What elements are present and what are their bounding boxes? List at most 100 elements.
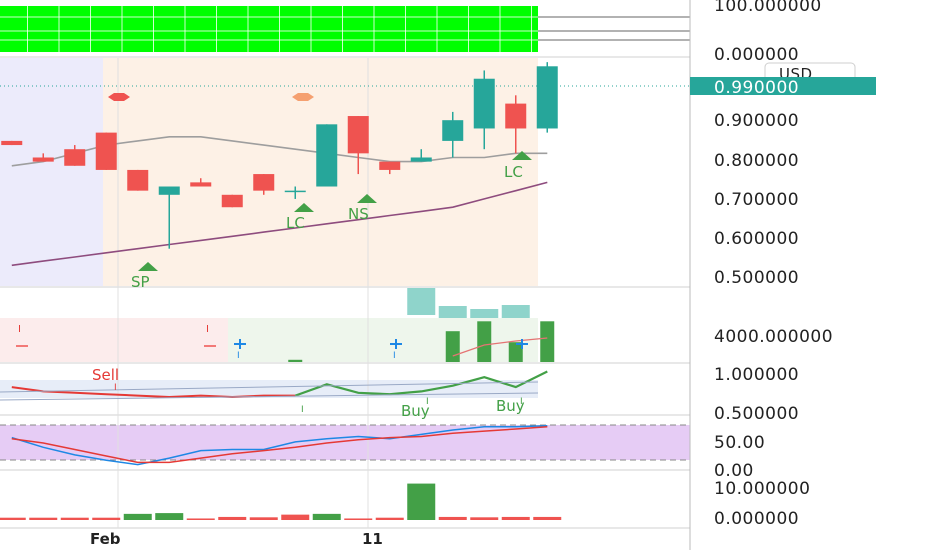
sp-triangle <box>138 262 158 271</box>
time-label-feb: Feb <box>90 530 121 548</box>
candle-body <box>442 120 464 141</box>
lc1-label: LC <box>286 214 305 232</box>
stoch-band <box>0 425 690 460</box>
candle-body <box>95 132 117 170</box>
candle-body <box>253 174 275 191</box>
lc2-label: LC <box>504 163 523 181</box>
candle-body <box>505 103 527 129</box>
tick-marker: I <box>393 351 396 361</box>
price-scale-label: 0.900000 <box>714 111 799 131</box>
sp-label: SP <box>131 273 150 291</box>
bottom-bar <box>312 513 341 520</box>
volume-bars <box>288 288 555 362</box>
volume-overlay-bar <box>501 305 530 318</box>
price-bg-blue <box>0 58 103 286</box>
top-indicator-grid <box>0 6 564 52</box>
signal-band-line <box>0 381 539 393</box>
bottom-bar <box>375 517 404 520</box>
candle-body <box>190 182 212 187</box>
candle-body <box>32 157 54 162</box>
volume-overlay-bar <box>407 288 436 315</box>
volume-bar <box>477 321 492 362</box>
candles <box>1 62 558 249</box>
volume-bar <box>508 342 523 362</box>
volume-scale-label: 4000.000000 <box>714 327 833 347</box>
candle-body <box>127 169 149 191</box>
signal-scale-label: 0.500000 <box>714 404 799 424</box>
tick-marker: I <box>237 351 240 361</box>
bottom-bar <box>123 513 152 520</box>
stoch-scale-label: 50.00 <box>714 433 765 453</box>
volume-bar <box>288 359 303 362</box>
top-scale-label-100: 100.000000 <box>714 0 822 16</box>
lc1-triangle <box>294 203 314 212</box>
bottom-bar <box>281 514 310 520</box>
volume-overlay-bar <box>438 306 467 318</box>
candle-body <box>347 116 369 154</box>
candle-body <box>64 149 86 166</box>
signal-ticks: I I I I I I I I <box>16 324 528 415</box>
candle-body <box>221 194 243 208</box>
price-scale-label: 0.500000 <box>714 268 799 288</box>
candle-body <box>1 140 23 146</box>
ns-label: NS <box>348 205 369 223</box>
bottom-bar <box>186 518 215 520</box>
last-price-label: 0.990000 <box>714 78 799 98</box>
bottom-scale-label: 0.000000 <box>714 509 799 529</box>
orange-diamond-marker <box>292 93 314 101</box>
bottom-bars <box>0 483 562 520</box>
price-scale-label: 0.700000 <box>714 190 799 210</box>
lc2-triangle <box>512 151 532 160</box>
buy-label-2: Buy <box>496 397 525 415</box>
price-scale-label: 0.800000 <box>714 151 799 171</box>
bottom-bar <box>60 517 89 520</box>
signal-scale-label: 1.000000 <box>714 365 799 385</box>
sell-label: Sell <box>92 366 119 384</box>
time-label-11: 11 <box>362 530 383 548</box>
bottom-bar <box>218 516 247 520</box>
bottom-bar <box>92 517 121 520</box>
buy-label-1: Buy <box>401 402 430 420</box>
volume-bar <box>445 331 460 362</box>
stoch-d-line <box>11 426 548 464</box>
ma-purple-line <box>11 181 548 267</box>
red-diamond-marker <box>108 93 130 101</box>
stoch-scale-label: 0.00 <box>714 461 754 481</box>
tick-marker: I <box>426 397 429 407</box>
tick-marker: I <box>114 383 117 393</box>
tick-marker: I <box>18 324 21 335</box>
signal-lines <box>0 370 548 401</box>
top-scale-label-0: 0.000000 <box>714 45 799 65</box>
candle-body <box>379 161 401 170</box>
tick-marker: I <box>206 324 209 335</box>
bottom-bar <box>249 517 278 520</box>
stochastic-lines <box>11 424 548 466</box>
bottom-bar <box>344 518 373 520</box>
volume-overlay-bar <box>470 309 499 318</box>
tick-marker: I <box>520 397 523 407</box>
bottom-bar <box>438 516 467 520</box>
candle-body <box>410 157 432 162</box>
candle-body <box>316 124 338 187</box>
signal-bg-green <box>228 318 538 362</box>
bottom-bar <box>29 517 58 520</box>
candle-body <box>284 190 306 193</box>
signal-line-green <box>294 370 548 397</box>
stoch-k-line <box>11 424 548 466</box>
volume-line <box>452 337 548 357</box>
candle-body <box>158 186 180 195</box>
top-indicator-bar <box>0 6 538 52</box>
volume-bar <box>540 321 555 362</box>
bottom-bar <box>501 516 530 520</box>
candle-body <box>536 66 558 129</box>
tick-marker: I <box>301 405 304 415</box>
bottom-bar <box>0 517 26 520</box>
signal-band-line <box>0 392 539 401</box>
signal-bg-pink <box>0 318 228 362</box>
bottom-scale-label: 10.000000 <box>714 479 810 499</box>
bottom-bar <box>407 483 436 520</box>
bottom-bar <box>533 516 562 520</box>
candle-body <box>473 78 495 129</box>
bottom-bar <box>470 517 499 520</box>
